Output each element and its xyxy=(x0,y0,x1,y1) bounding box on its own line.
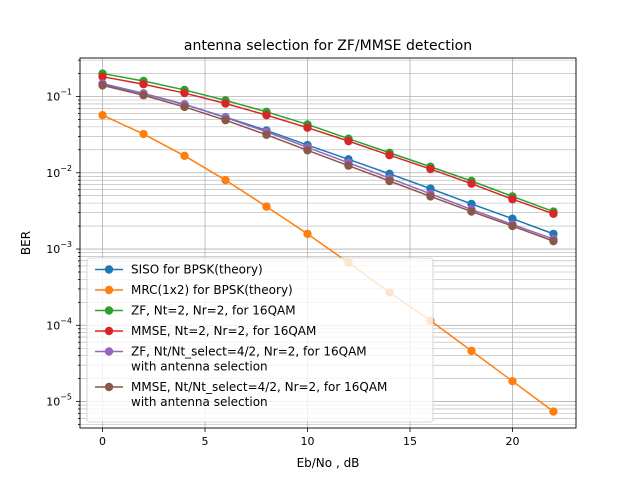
data-point xyxy=(139,91,148,100)
data-point xyxy=(508,195,517,204)
data-point xyxy=(98,110,107,120)
data-point xyxy=(221,115,230,125)
legend-marker xyxy=(104,265,114,274)
y-tick-label: 10−5 xyxy=(46,393,72,409)
data-point xyxy=(180,88,189,98)
data-point xyxy=(426,164,435,174)
data-point xyxy=(549,407,558,416)
legend-entry: SISO for BPSK(theory) xyxy=(95,263,263,277)
y-axis-label: BER xyxy=(19,231,33,255)
x-tick-label: 10 xyxy=(301,435,315,448)
legend-marker xyxy=(104,347,114,356)
data-point xyxy=(303,229,312,239)
series-line xyxy=(102,84,554,242)
data-point xyxy=(139,129,148,139)
data-point xyxy=(98,72,107,81)
data-point xyxy=(262,110,271,120)
legend-label: MRC(1x2) for BPSK(theory) xyxy=(131,283,293,297)
axes-frame xyxy=(79,57,577,429)
y-tick-label: 10−1 xyxy=(46,88,72,104)
data-point xyxy=(344,161,353,170)
data-point xyxy=(180,151,189,160)
y-tick-label: 10−2 xyxy=(46,164,72,180)
series-6 xyxy=(98,81,558,246)
series-line xyxy=(102,72,554,213)
legend-label: SISO for BPSK(theory) xyxy=(131,263,263,277)
x-tick-label: 20 xyxy=(505,435,519,448)
data-point xyxy=(303,146,312,155)
data-point xyxy=(221,175,230,185)
y-tick-label: 10−3 xyxy=(46,240,72,256)
legend: SISO for BPSK(theory) MRC(1x2) for BPSK(t… xyxy=(86,257,434,423)
legend-entry: ZF, Nt/Nt_select=4/2, Nr=2, for 16QAM wit… xyxy=(95,345,367,374)
data-point xyxy=(180,102,189,112)
series-group xyxy=(98,69,558,416)
data-point xyxy=(139,80,148,89)
series-4 xyxy=(98,72,558,218)
data-point xyxy=(549,236,558,246)
legend-marker xyxy=(104,382,114,392)
legend-entry: MRC(1x2) for BPSK(theory) xyxy=(95,283,293,297)
legend-box xyxy=(86,257,434,423)
legend-entry: MMSE, Nt=2, Nr=2, for 16QAM xyxy=(95,324,316,338)
data-point xyxy=(303,123,312,132)
data-point xyxy=(262,202,271,211)
legend-marker xyxy=(104,306,114,315)
data-point xyxy=(508,214,517,223)
x-axis-label: Eb/No , dB xyxy=(297,456,360,470)
legend-entry: MMSE, Nt/Nt_select=4/2, Nr=2, for 16QAM w… xyxy=(95,380,387,409)
legend-label: ZF, Nt=2, Nr=2, for 16QAM xyxy=(131,304,296,318)
data-point xyxy=(98,81,107,90)
x-tick-label: 15 xyxy=(403,435,417,448)
data-point xyxy=(221,99,230,108)
legend-entry: ZF, Nt=2, Nr=2, for 16QAM xyxy=(95,304,296,318)
chart-title: antenna selection for ZF/MMSE detection xyxy=(184,38,472,54)
series-line xyxy=(102,82,554,240)
legend-label: ZF, Nt/Nt_select=4/2, Nr=2, for 16QAM wit… xyxy=(131,345,367,374)
y-tick-label: 10−4 xyxy=(46,316,72,332)
data-point xyxy=(344,136,353,146)
series-line xyxy=(102,114,554,413)
data-point xyxy=(262,130,271,139)
legend-label: MMSE, Nt/Nt_select=4/2, Nr=2, for 16QAM w… xyxy=(131,380,387,409)
data-point xyxy=(467,179,476,188)
data-point xyxy=(467,207,476,216)
series-line xyxy=(102,75,554,215)
data-point xyxy=(467,346,476,356)
data-point xyxy=(426,192,435,201)
data-point xyxy=(385,176,394,186)
data-point xyxy=(508,221,517,231)
data-point xyxy=(385,151,394,160)
legend-label: MMSE, Nt=2, Nr=2, for 16QAM xyxy=(131,324,316,338)
x-tick-label: 5 xyxy=(202,435,209,448)
axis-ticks: 10−5 10−4 10−3 10−2 10−1 0 5 10 15 20 xyxy=(46,59,519,448)
x-tick-label: 0 xyxy=(99,435,106,448)
legend-marker xyxy=(104,285,114,295)
data-point xyxy=(508,376,517,386)
legend-marker xyxy=(104,326,114,336)
data-point xyxy=(549,209,558,218)
